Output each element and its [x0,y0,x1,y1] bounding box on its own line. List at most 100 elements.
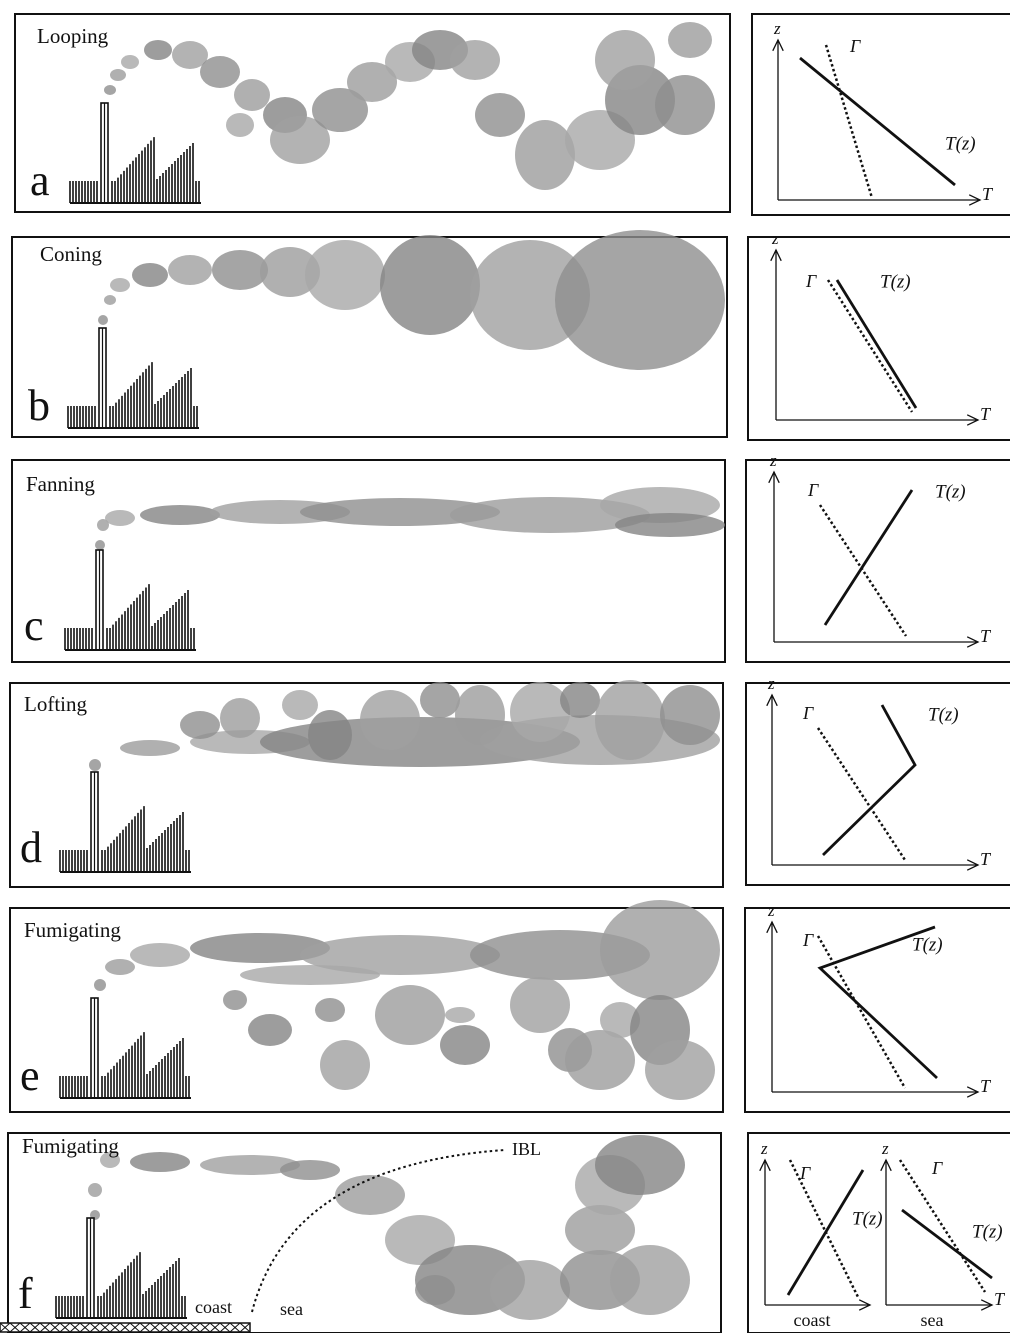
plume-puff [380,235,480,335]
panel-title: Fanning [26,472,95,496]
profile-frame [745,908,1010,1112]
plume-puff [315,998,345,1022]
plume-puff [308,710,352,760]
factory [56,1218,187,1318]
plume-puff [510,977,570,1033]
plume-puff [180,711,220,739]
z-label: z [769,451,777,470]
plume-puff [88,1183,102,1197]
z-label: z [881,1139,889,1158]
plume-puff [655,75,715,135]
temperature-profile [837,280,916,408]
tz-label: T(z) [880,271,911,292]
panel-letter: c [24,601,44,650]
plume-puff [105,959,135,975]
plume-puff [660,685,720,745]
z-label: z [767,674,775,693]
plume-puff [475,93,525,137]
plume-puff [200,56,240,88]
t-label: T [980,1076,992,1096]
plume-puff [415,1275,455,1305]
plume-puff [595,30,655,90]
panel-letter: f [18,1269,33,1318]
plume-puff [515,120,575,190]
plume-puff [455,685,505,745]
gamma-label: Γ [802,703,814,723]
factory [70,103,201,203]
t-label: T [980,404,992,424]
plume-puff [132,263,168,287]
panel-title: Lofting [24,692,87,716]
plume-puff [668,22,712,58]
plume-puff [94,979,106,991]
profile-frame [746,460,1010,662]
plume-puff [450,40,500,80]
plume-puff [610,1245,690,1315]
plume-figure: Looping a z Γ T(z) T Coning b z Γ T(z) T Fanning c z Γ T… [0,0,1010,1333]
plume-puff [223,990,247,1010]
plume-puff [95,540,105,550]
lapse-rate-line [828,280,912,412]
plume-puff [130,943,190,967]
plume-puff [305,240,385,310]
plume-puff [555,230,725,370]
plume-puff [248,1014,292,1046]
plume-puff [445,1007,475,1023]
t-label: T [980,626,992,646]
plume-puff [220,698,260,738]
plume-puff [104,295,116,305]
plume-puff [168,255,212,285]
coast-label: coast [195,1297,232,1317]
gamma-label: Γ [807,480,819,500]
plume-puff [360,690,420,750]
lapse-rate-line [818,728,905,860]
t-label: T [982,184,994,204]
plume-puff [240,965,380,985]
plume-puff [89,759,101,771]
plume-puff [282,690,318,720]
plume-puff [595,1135,685,1195]
factory [60,998,191,1098]
panel-title: Looping [37,24,109,48]
panel-title: Fumigating [24,918,121,942]
tz-label: T(z) [945,133,976,154]
gamma-label: Γ [849,36,861,56]
z-label: z [760,1139,768,1158]
plume-puff [420,682,460,718]
panel-letter: a [30,156,50,205]
plume-puff [600,900,720,1000]
t-label: T [980,849,992,869]
plume-puff [130,1152,190,1172]
panel-letter: b [28,381,50,430]
profile-frame [746,683,1010,885]
lapse-rate-line [818,936,905,1088]
profile-frame [748,1133,1010,1333]
gamma-label: Γ [799,1163,811,1183]
plume-puff [645,1040,715,1100]
tz-label: T(z) [912,934,943,955]
panel-title: Coning [40,242,102,266]
z-label: z [771,229,779,248]
temperature-profile [902,1210,992,1278]
ibl-label: IBL [512,1139,541,1159]
plume-puff [440,1025,490,1065]
factory [68,328,199,428]
lapse-rate-line [826,45,872,198]
panel-letter: d [20,823,42,872]
gamma-label: Γ [931,1158,943,1178]
sea-label: sea [280,1299,303,1319]
profile-caption: coast [794,1310,831,1330]
plume-puff [110,278,130,292]
plume-puff [144,40,172,60]
plume-puff [104,85,116,95]
plume-puff [595,680,665,760]
plume-puff [120,740,180,756]
t-label: T [994,1289,1006,1309]
plume-puff [280,1160,340,1180]
gamma-label: Γ [802,930,814,950]
temperature-profile [800,58,955,185]
lapse-rate-line [820,505,906,636]
plume-puff [226,113,254,137]
tz-label: T(z) [852,1208,883,1229]
tz-label: T(z) [928,704,959,725]
